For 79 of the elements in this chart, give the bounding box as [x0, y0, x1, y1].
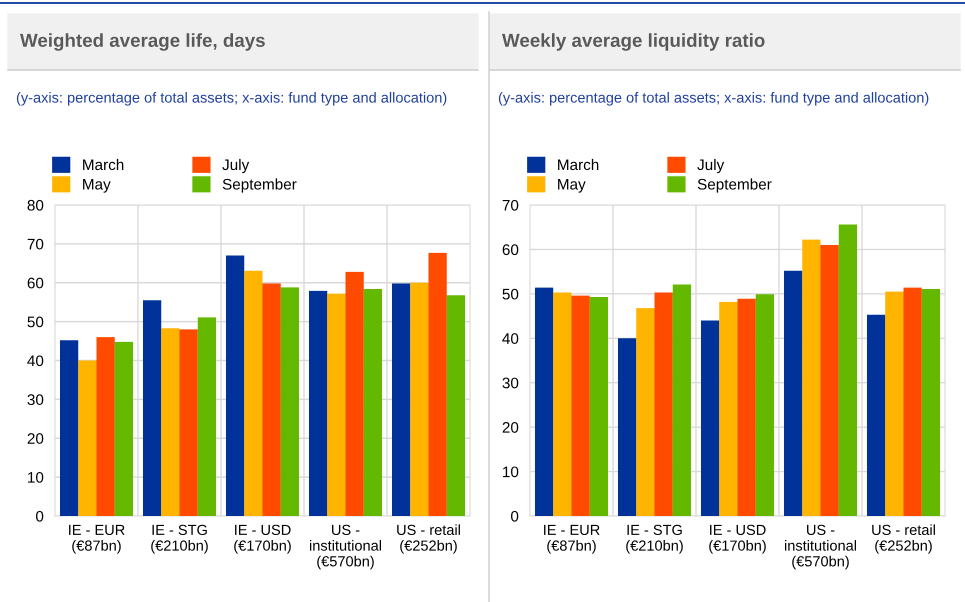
bar — [198, 317, 216, 516]
bar — [553, 292, 572, 516]
legend-label: July — [222, 158, 250, 174]
bar — [756, 294, 774, 516]
bar — [446, 295, 466, 516]
legend-label: March — [83, 158, 124, 170]
bar — [226, 256, 244, 516]
bar — [327, 294, 346, 516]
bar — [161, 328, 180, 516]
chart-subtitle: (y-axis: percentage of total assets; x-axis: fund type and allocation) — [498, 92, 928, 106]
x-tick-label: IE - USD (€170bn) — [234, 524, 291, 554]
bar — [820, 244, 839, 516]
bar — [308, 290, 328, 516]
bar — [885, 292, 904, 516]
y-tick-label: 70 — [502, 200, 518, 211]
y-tick-label: 60 — [28, 278, 44, 288]
y-tick-label: 50 — [28, 316, 44, 328]
bar — [654, 292, 673, 516]
y-tick-label: 70 — [28, 238, 44, 250]
bar — [114, 342, 134, 516]
bar — [280, 287, 300, 516]
bar — [672, 284, 692, 516]
y-tick-label: 0 — [36, 510, 44, 522]
x-tick-label: US - retail (€252bn) — [872, 524, 935, 554]
x-tick-label: IE - EUR (€87bn) — [544, 524, 600, 554]
bar — [590, 296, 608, 516]
legend-label: July — [697, 158, 724, 174]
bar — [78, 360, 96, 516]
legend-label: May — [83, 178, 111, 193]
chart-title: Weighted average life, days — [20, 33, 265, 51]
y-tick-label: 20 — [502, 422, 518, 433]
bar — [142, 300, 162, 516]
x-tick-label: IE - EUR (€87bn) — [69, 524, 125, 554]
bar — [96, 337, 115, 516]
bar — [904, 288, 922, 516]
bar — [802, 240, 820, 516]
y-tick-label: 80 — [28, 200, 44, 211]
bar — [364, 288, 382, 516]
bar — [346, 272, 364, 516]
x-tick-label: US - institutional (€570bn) — [785, 524, 856, 570]
bar — [262, 284, 281, 516]
bar — [244, 270, 262, 516]
x-tick-label: IE - USD (€170bn) — [709, 524, 766, 554]
bar — [784, 270, 802, 516]
bar — [534, 288, 554, 516]
x-tick-label: US - institutional (€570bn) — [310, 524, 382, 570]
bar — [719, 302, 738, 516]
y-tick-label: 10 — [28, 472, 44, 483]
y-tick-label: 0 — [510, 510, 518, 522]
bar — [392, 284, 410, 516]
bar — [60, 340, 78, 516]
chart-subtitle: (y-axis: percentage of total assets; x-axis: fund type and allocation) — [16, 92, 446, 106]
y-tick-label: 60 — [502, 244, 518, 256]
bar — [636, 308, 654, 516]
bar — [922, 288, 940, 516]
legend-label: September — [698, 178, 772, 193]
x-tick-label: IE - STG (€210bn) — [626, 524, 683, 554]
bar — [866, 314, 886, 516]
x-tick-label: IE - STG (€210bn) — [151, 524, 208, 554]
bar — [410, 282, 428, 516]
legend-label: March — [558, 158, 598, 170]
bar — [738, 298, 756, 516]
y-tick-label: 40 — [27, 355, 44, 366]
y-tick-label: 50 — [502, 288, 518, 300]
y-tick-label: 10 — [503, 466, 518, 478]
bar — [180, 329, 198, 516]
y-tick-label: 20 — [28, 433, 44, 444]
x-tick-label: US - retail (€252bn) — [397, 524, 460, 554]
bar — [838, 224, 858, 516]
bar — [572, 296, 590, 516]
legend-label: September — [222, 178, 297, 193]
bar — [618, 338, 636, 516]
chart-title: Weekly average liquidity ratio — [502, 33, 765, 51]
legend-label: May — [558, 178, 586, 193]
y-tick-label: 30 — [27, 394, 44, 406]
y-tick-label: 30 — [502, 378, 518, 388]
bar — [428, 252, 447, 516]
bar — [700, 320, 720, 516]
y-tick-label: 40 — [502, 333, 518, 344]
